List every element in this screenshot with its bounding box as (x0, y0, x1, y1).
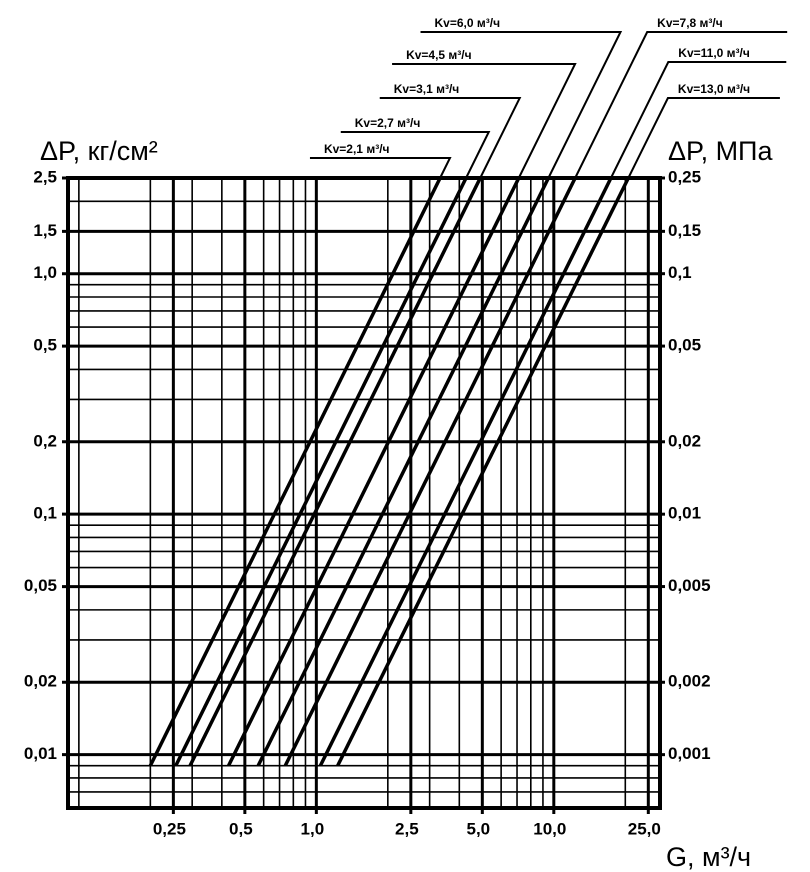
legend-label: Kv=3,1 м³/ч (394, 82, 460, 96)
y-tick-label: 1,0 (33, 263, 57, 282)
kv-line (227, 177, 521, 767)
leader-line (309, 157, 452, 179)
y2-axis-title: ΔP, МПа (668, 136, 773, 166)
y-axis-title: ΔP, кг/см² (40, 136, 158, 166)
x-tick-label: 5,0 (467, 819, 491, 838)
legend-label: Kv=2,7 м³/ч (355, 116, 421, 130)
y-tick-label: 2,5 (33, 167, 57, 186)
kv-line (283, 177, 577, 767)
legend-label: Kv=7,8 м³/ч (657, 16, 723, 30)
leader-line (340, 131, 491, 179)
legend-label: Kv=2,1 м³/ч (324, 142, 390, 156)
y2-tick-label: 0,02 (668, 431, 701, 450)
kv-line (336, 177, 630, 767)
y2-tick-label: 0,005 (668, 576, 711, 595)
y-tick-label: 0,1 (33, 504, 57, 523)
y-tick-label: 0,5 (33, 336, 57, 355)
legend-label: Kv=6,0 м³/ч (435, 16, 501, 30)
y2-tick-label: 0,25 (668, 167, 701, 186)
leader-line (392, 63, 577, 179)
y2-tick-label: 0,01 (668, 504, 701, 523)
x-tick-label: 0,5 (229, 819, 253, 838)
x-axis-title: G, м³/ч (666, 842, 751, 872)
kv-line (256, 177, 550, 767)
plot-frame (66, 176, 662, 810)
y-tick-label: 0,02 (24, 672, 57, 691)
kv-line (188, 177, 482, 767)
x-tick-label: 25,0 (628, 819, 661, 838)
legend-label: Kv=11,0 м³/ч (678, 46, 750, 60)
y2-tick-label: 0,05 (668, 336, 701, 355)
y2-tick-label: 0,15 (668, 221, 701, 240)
x-tick-label: 0,25 (153, 819, 186, 838)
x-tick-label: 1,0 (301, 819, 325, 838)
y2-tick-label: 0,1 (668, 263, 692, 282)
kv-line (174, 177, 468, 767)
leader-line (379, 97, 522, 179)
leader-line (420, 31, 623, 179)
y-tick-label: 0,01 (24, 744, 57, 763)
leader-line (627, 97, 780, 179)
y2-tick-label: 0,001 (668, 744, 711, 763)
y2-tick-label: 0,002 (668, 672, 711, 691)
y-tick-label: 0,2 (33, 431, 57, 450)
leader-line (610, 61, 787, 179)
x-tick-label: 10,0 (533, 819, 566, 838)
kv-line (318, 177, 613, 767)
y-tick-label: 0,05 (24, 576, 57, 595)
y-tick-label: 1,5 (33, 221, 57, 240)
kv-line (148, 177, 442, 767)
leader-line (574, 31, 788, 179)
legend-label: Kv=13,0 м³/ч (678, 82, 750, 96)
x-tick-label: 2,5 (395, 819, 419, 838)
legend-label: Kv=4,5 м³/ч (406, 48, 472, 62)
